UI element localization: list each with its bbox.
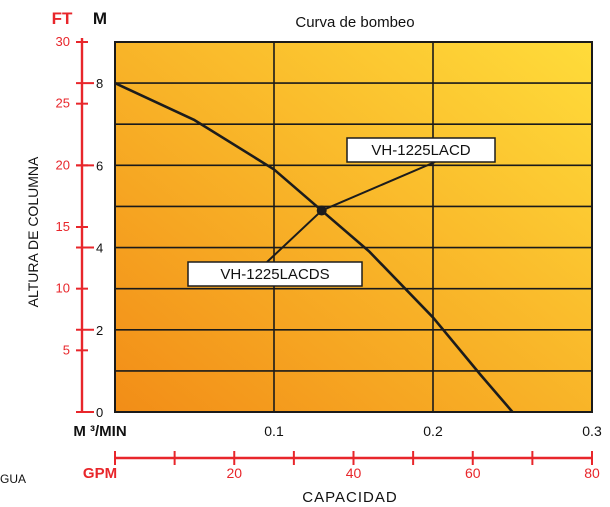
gpm-tick-label: 20 [226,465,242,481]
gpm-tick-label: 80 [584,465,600,481]
y-m-tick-label: 0 [96,405,103,420]
y-m-tick-label: 8 [96,76,103,91]
annotation-label: VH-1225LACD [371,142,470,159]
label-box-lacd [346,137,496,163]
y-ft-tick-label: 15 [56,219,70,234]
y-m-tick-label: 4 [96,241,103,256]
y-unit-ft: FT [52,9,73,28]
label-box-lacds [187,261,363,287]
gpm-tick-label: 60 [465,465,481,481]
y-ft-tick-label: 30 [56,34,70,49]
x-axis-title: CAPACIDAD [302,489,397,506]
y-ft-tick-label: 5 [63,342,70,357]
leader-line-lacds [266,209,323,263]
annotation-label: VH-1225LACDS [220,266,329,283]
left-fragment: GUA [0,472,26,486]
plot-frame [114,41,593,413]
plot-area [115,42,592,412]
grid [115,42,592,412]
leader-line-lacd [321,161,436,212]
x-m3-tick-label: 0.2 [423,423,443,439]
x-m3-tick-label: 0.1 [264,423,284,439]
curve-layer [114,81,514,413]
ticks: 0 2 4 6 8 5 10 15 20 25 30 0.1 0.2 0.3 20 40 60 80 [56,34,602,481]
y-ft-tick-label: 10 [56,281,70,296]
y-ft-tick-label: 25 [56,96,70,111]
series-line [114,81,514,413]
chart-title: Curva de bombeo [295,14,414,31]
x-unit-gpm: GPM [83,465,117,482]
labels: VH-1225LACD VH-1225LACDS [187,137,496,287]
y-m-tick-label: 2 [96,323,103,338]
x-unit-m3: M ³/MIN [73,423,126,440]
gpm-tick-label: 40 [346,465,362,481]
y-m-tick-label: 6 [96,158,103,173]
x-m3-tick-label: 0.3 [582,423,602,439]
y-unit-m: M [93,9,107,28]
y-ft-tick-label: 20 [56,157,70,172]
y-axis-title: ALTURA DE COLUMNA [25,156,41,307]
